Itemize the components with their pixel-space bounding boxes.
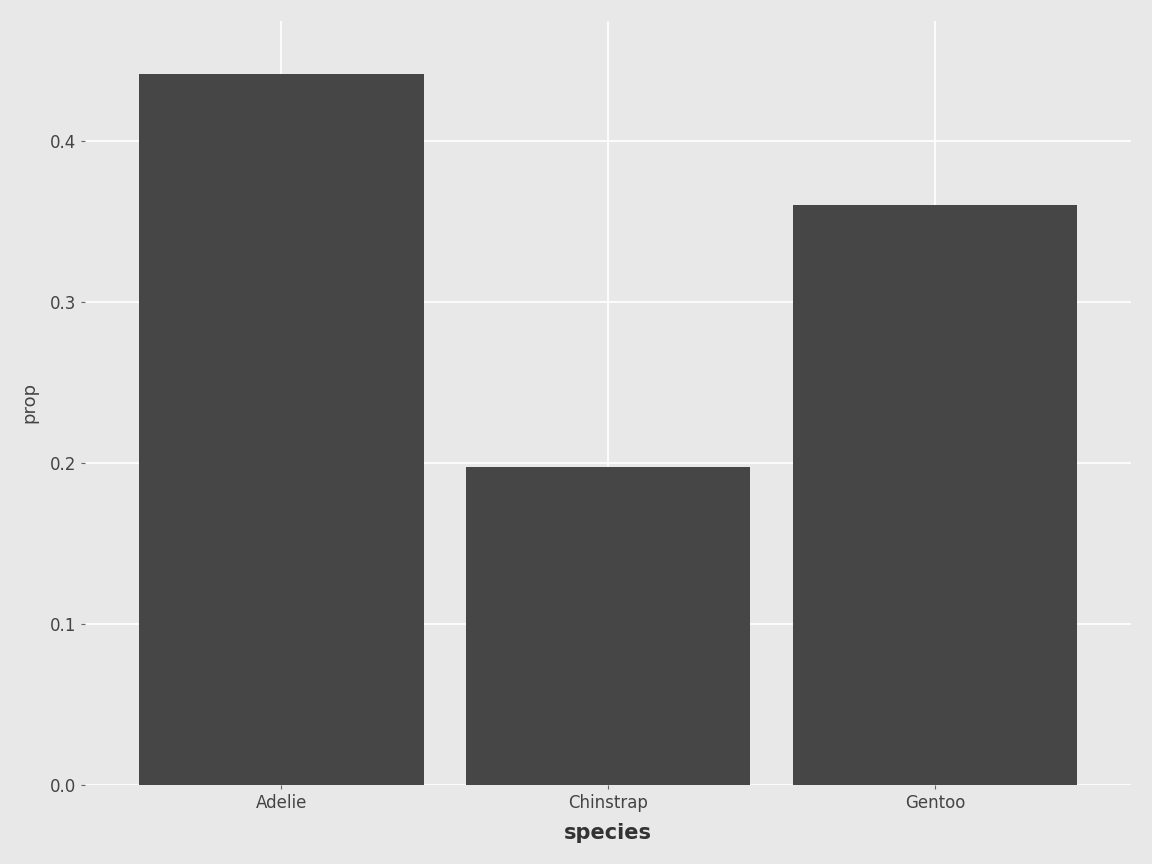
Bar <box>467 467 750 785</box>
Bar <box>139 74 424 785</box>
X-axis label: species: species <box>564 823 652 843</box>
Y-axis label: prop: prop <box>21 383 39 423</box>
Bar <box>793 205 1077 785</box>
